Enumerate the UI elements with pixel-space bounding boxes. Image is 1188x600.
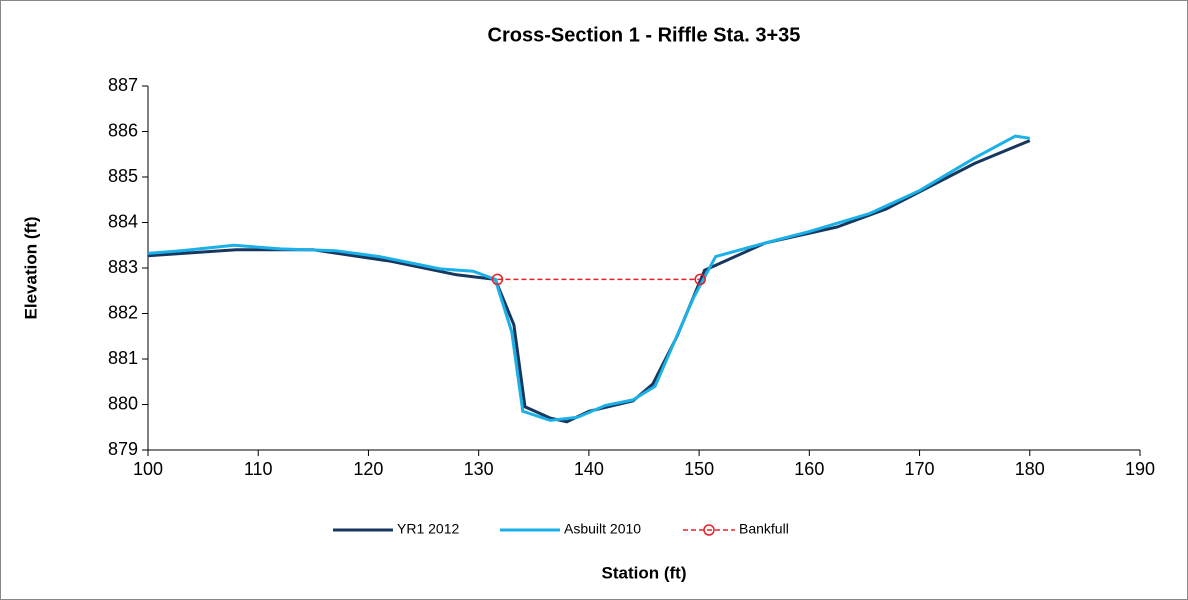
- x-tick-label: 120: [353, 459, 383, 479]
- y-tick-label: 881: [108, 348, 138, 368]
- x-axis-label: Station (ft): [602, 563, 687, 582]
- x-tick-label: 110: [244, 459, 273, 479]
- x-tick-label: 180: [1015, 459, 1045, 479]
- x-tick-label: 190: [1125, 459, 1155, 479]
- x-tick-label: 170: [905, 459, 935, 479]
- y-tick-label: 879: [108, 439, 138, 459]
- legend-label: Bankfull: [739, 521, 789, 537]
- y-tick-label: 886: [108, 120, 138, 140]
- x-tick-label: 160: [794, 459, 824, 479]
- y-tick-label: 883: [108, 257, 138, 277]
- chart-title: Cross-Section 1 - Riffle Sta. 3+35: [488, 24, 801, 46]
- y-tick-label: 882: [108, 302, 138, 322]
- series-line: [147, 134, 1031, 422]
- y-tick-label: 880: [108, 393, 138, 413]
- y-tick-label: 885: [108, 166, 138, 186]
- x-tick-label: 140: [574, 459, 604, 479]
- y-tick-label: 887: [108, 75, 138, 95]
- x-tick-label: 130: [464, 459, 494, 479]
- x-tick-label: 100: [133, 459, 163, 479]
- legend-label: YR1 2012: [397, 521, 459, 537]
- legend-marker: [703, 524, 715, 536]
- series-marker: [491, 273, 504, 286]
- legend-label: Asbuilt 2010: [564, 521, 641, 537]
- y-axis-label: Elevation (ft): [21, 217, 40, 320]
- y-tick-label: 884: [108, 211, 138, 231]
- series-marker: [694, 273, 706, 286]
- x-tick-label: 150: [684, 459, 714, 479]
